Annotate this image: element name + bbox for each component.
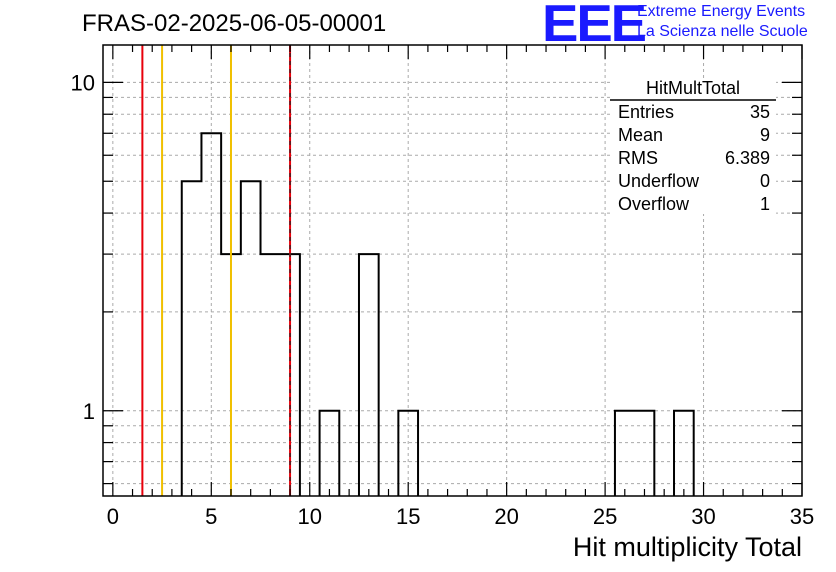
histogram-bin	[182, 181, 202, 496]
x-axis-label: Hit multiplicity Total	[572, 532, 802, 562]
stats-box-title: HitMultTotal	[646, 78, 740, 98]
histogram-bin	[359, 254, 379, 496]
logo-line-1: Extreme Energy Events	[637, 3, 806, 20]
stats-label: Overflow	[618, 194, 690, 214]
histogram-bin	[261, 254, 281, 496]
histogram-bin	[241, 181, 261, 496]
stats-box-bg	[610, 80, 776, 214]
stats-value: 9	[760, 125, 770, 145]
stats-box: HitMultTotal Entries 35 Mean 9 RMS 6.389 Underf…	[610, 78, 776, 214]
plot-title: FRAS-02-2025-06-05-00001	[82, 10, 387, 37]
x-tick-label: 5	[205, 504, 217, 529]
stats-label: RMS	[618, 148, 658, 168]
y-tick-label: 1	[83, 399, 95, 424]
x-tick-label: 35	[790, 504, 814, 529]
histogram-outline	[180, 132, 695, 496]
x-tick-label: 25	[593, 504, 617, 529]
stats-label: Underflow	[618, 171, 700, 191]
stats-value: 1	[760, 194, 770, 214]
logo-mark: EEE	[542, 0, 647, 53]
histogram-bin	[320, 411, 340, 496]
plot-frame	[102, 44, 803, 497]
x-tick-label: 30	[691, 504, 715, 529]
marker-lines	[141, 45, 292, 496]
stats-value: 35	[750, 102, 770, 122]
stats-value: 0	[760, 171, 770, 191]
axis-ticks	[103, 45, 803, 496]
x-tick-label: 20	[494, 504, 518, 529]
y-tick-label: 10	[71, 70, 95, 95]
logo-line-2: La Scienza nelle Scuole	[637, 23, 808, 40]
grid-lines	[103, 45, 803, 496]
stats-value: 6.389	[725, 148, 770, 168]
x-tick-label: 10	[298, 504, 322, 529]
stats-label: Mean	[618, 125, 663, 145]
x-tick-label: 15	[396, 504, 420, 529]
stats-label: Entries	[618, 102, 674, 122]
histogram-bin	[674, 411, 694, 496]
x-tick-label: 0	[107, 504, 119, 529]
